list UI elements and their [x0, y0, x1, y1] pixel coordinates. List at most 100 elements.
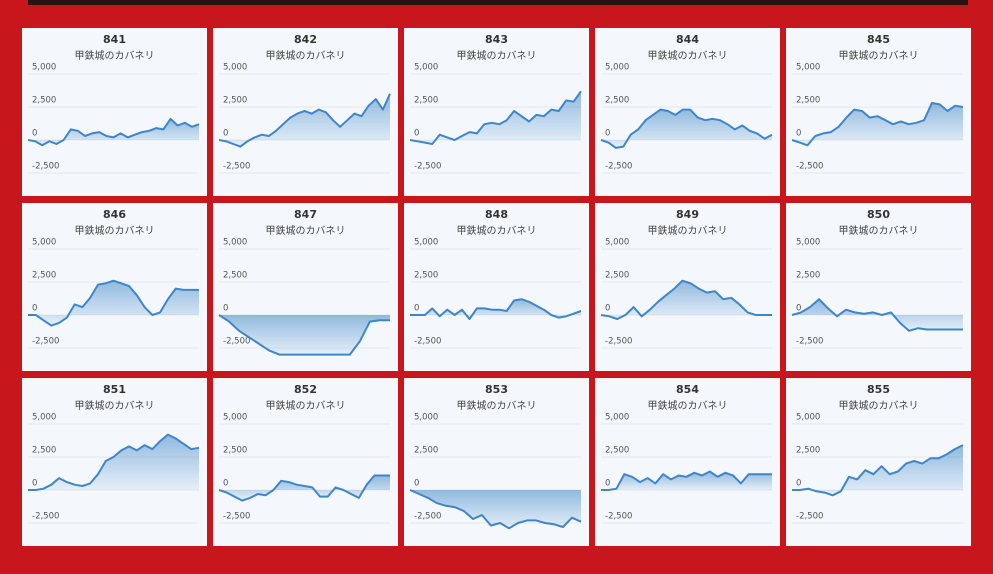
- y-tick-label: -2,500: [32, 162, 59, 172]
- y-tick-label: -2,500: [414, 162, 441, 172]
- y-tick-label: 5,000: [605, 63, 629, 73]
- y-tick-label: 5,000: [414, 63, 438, 73]
- chart-subtitle: 甲鉄城のカバネリ: [839, 49, 919, 62]
- y-tick-label: 2,500: [796, 271, 820, 281]
- top-banner: [28, 0, 968, 5]
- y-tick-label: 0: [32, 129, 37, 139]
- chart-title: 847: [294, 208, 317, 221]
- line: [409, 489, 582, 530]
- y-tick-label: -2,500: [223, 162, 250, 172]
- line: [28, 433, 200, 491]
- panel: 841 甲鉄城のカバネリ 5,000 2,500 0 -2,500: [22, 28, 207, 196]
- y-tick-label: 2,500: [32, 446, 56, 456]
- y-tick-label: 2,500: [32, 271, 56, 281]
- panel: 844 甲鉄城のカバネリ 5,000 2,500 0 -2,500: [595, 28, 780, 196]
- y-tick-label: -2,500: [414, 337, 441, 347]
- y-tick-label: -2,500: [796, 162, 823, 172]
- y-tick-label: 5,000: [223, 413, 247, 423]
- y-tick-label: -2,500: [32, 337, 59, 347]
- y-tick-label: 0: [605, 129, 610, 139]
- y-tick-label: -2,500: [796, 337, 823, 347]
- y-tick-label: -2,500: [414, 512, 441, 522]
- area: [792, 299, 963, 331]
- y-tick-label: -2,500: [32, 512, 59, 522]
- y-tick-label: 0: [605, 479, 610, 489]
- y-tick-label: 5,000: [414, 238, 438, 248]
- y-tick-label: -2,500: [605, 162, 632, 172]
- y-tick-label: 0: [32, 479, 37, 489]
- y-tick-label: 5,000: [796, 238, 820, 248]
- panel: 855 甲鉄城のカバネリ 5,000 2,500 0 -2,500: [786, 378, 971, 546]
- panel-bg: [404, 203, 589, 371]
- chart-title: 843: [485, 33, 508, 46]
- chart-title: 845: [867, 33, 890, 46]
- line: [28, 279, 199, 327]
- y-tick-label: -2,500: [605, 337, 632, 347]
- line: [218, 474, 390, 502]
- panel-bg: [213, 378, 398, 546]
- panel: 850 甲鉄城のカバネリ 5,000 2,500 0 -2,500: [786, 203, 971, 371]
- chart-subtitle: 甲鉄城のカバネリ: [457, 49, 537, 62]
- chart-subtitle: 甲鉄城のカバネリ: [457, 399, 537, 412]
- line: [791, 102, 964, 147]
- line: [27, 117, 200, 147]
- y-tick-label: 5,000: [796, 413, 820, 423]
- y-tick-label: 2,500: [605, 446, 629, 456]
- y-tick-label: 0: [605, 304, 610, 314]
- y-tick-label: 5,000: [223, 238, 247, 248]
- panel: 848 甲鉄城のカバネリ 5,000 2,500 0 -2,500: [404, 203, 589, 371]
- chart-title: 841: [103, 33, 126, 46]
- panel-bg: [786, 203, 971, 371]
- y-tick-label: 5,000: [796, 63, 820, 73]
- y-tick-label: 2,500: [223, 271, 247, 281]
- line: [410, 298, 582, 320]
- chart-subtitle: 甲鉄城のカバネリ: [75, 49, 155, 62]
- panel: 847 甲鉄城のカバネリ 5,000 2,500 0 -2,500: [213, 203, 398, 371]
- panel-bg: [22, 28, 207, 196]
- chart-title: 854: [676, 383, 699, 396]
- line: [218, 93, 391, 148]
- y-tick-label: 5,000: [605, 238, 629, 248]
- y-tick-label: 0: [32, 304, 37, 314]
- line: [600, 279, 772, 320]
- chart-subtitle: 甲鉄城のカバネリ: [839, 224, 919, 237]
- area: [410, 91, 581, 144]
- line: [409, 90, 582, 145]
- chart-subtitle: 甲鉄城のカバネリ: [75, 399, 155, 412]
- panel: 854 甲鉄城のカバネリ 5,000 2,500 0 -2,500: [595, 378, 780, 546]
- y-tick-label: 2,500: [796, 446, 820, 456]
- chart-title: 849: [676, 208, 699, 221]
- y-tick-label: 2,500: [414, 271, 438, 281]
- y-tick-label: 5,000: [605, 413, 629, 423]
- area: [601, 471, 772, 490]
- y-tick-label: 0: [414, 304, 419, 314]
- y-tick-label: 0: [223, 304, 228, 314]
- panel: 849 甲鉄城のカバネリ 5,000 2,500 0 -2,500: [595, 203, 780, 371]
- panel-bg: [595, 378, 780, 546]
- area: [28, 118, 199, 146]
- line: [791, 298, 963, 332]
- chart-subtitle: 甲鉄城のカバネリ: [648, 399, 728, 412]
- chart-title: 848: [485, 208, 508, 221]
- panel: 845 甲鉄城のカバネリ 5,000 2,500 0 -2,500: [786, 28, 971, 196]
- chart-title: 852: [294, 383, 317, 396]
- line: [601, 470, 772, 491]
- panel: 846 甲鉄城のカバネリ 5,000 2,500 0 -2,500: [22, 203, 207, 371]
- y-tick-label: -2,500: [223, 512, 250, 522]
- chart-subtitle: 甲鉄城のカバネリ: [457, 224, 537, 237]
- y-tick-label: 0: [223, 129, 228, 139]
- y-tick-label: 0: [414, 479, 419, 489]
- line: [600, 108, 773, 149]
- y-tick-label: 5,000: [32, 413, 56, 423]
- chart-title: 850: [867, 208, 890, 221]
- y-tick-label: 2,500: [414, 446, 438, 456]
- area: [601, 280, 772, 319]
- y-tick-label: -2,500: [605, 512, 632, 522]
- y-tick-label: 0: [796, 304, 801, 314]
- line: [792, 444, 964, 497]
- chart-title: 853: [485, 383, 508, 396]
- chart-title: 851: [103, 383, 126, 396]
- panel: 852 甲鉄城のカバネリ 5,000 2,500 0 -2,500: [213, 378, 398, 546]
- panel: 853 甲鉄城のカバネリ 5,000 2,500 0 -2,500: [404, 378, 589, 546]
